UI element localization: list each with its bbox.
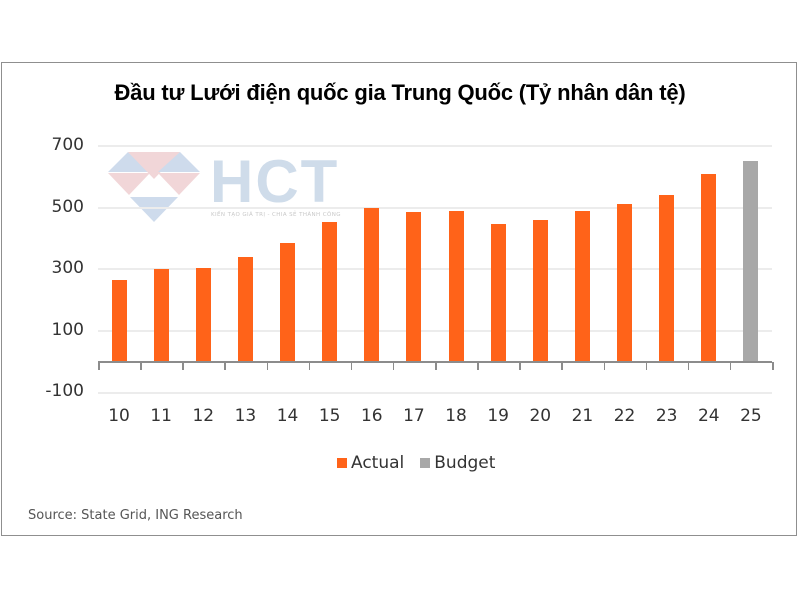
bar-actual-20 <box>532 220 548 362</box>
x-tick-label: 18 <box>445 406 467 426</box>
bar-actual-13 <box>237 257 253 362</box>
x-tick-mark <box>519 362 521 370</box>
x-tick-label: 19 <box>487 406 509 426</box>
bar-actual-14 <box>280 243 296 362</box>
bar-actual-18 <box>448 211 464 362</box>
x-axis-line <box>98 361 772 363</box>
bar-actual-12 <box>195 267 211 362</box>
bar-actual-21 <box>574 211 590 362</box>
legend: Actual Budget <box>337 453 511 473</box>
x-tick-label: 13 <box>234 406 257 426</box>
legend-swatch-budget <box>420 458 431 468</box>
bar-actual-11 <box>153 269 169 362</box>
x-tick-mark <box>687 362 690 370</box>
legend-item-actual: Actual <box>337 453 404 473</box>
x-tick-mark <box>308 362 311 370</box>
x-tick-label: 12 <box>192 406 215 426</box>
legend-swatch-actual <box>337 458 347 468</box>
gridline <box>98 330 772 332</box>
hct-logo-diamond-icon <box>108 152 200 222</box>
x-tick-label: 17 <box>403 406 425 426</box>
x-tick-mark <box>772 362 774 370</box>
chart-title: Đầu tư Lưới điện quốc gia Trung Quốc (Tỷ… <box>114 80 686 105</box>
legend-item-budget: Budget <box>420 453 495 473</box>
bar-actual-16 <box>364 208 380 362</box>
bar-budget-25 <box>743 161 759 362</box>
x-tick-mark <box>98 362 100 370</box>
watermark-brand: HCT <box>210 148 340 215</box>
legend-label: Actual <box>351 453 405 473</box>
x-tick-label: 10 <box>108 406 130 426</box>
y-tick-label: 700 <box>51 135 84 155</box>
y-tick-label: 500 <box>51 197 84 217</box>
x-tick-mark <box>224 362 226 370</box>
gridline <box>98 392 772 394</box>
x-tick-mark <box>561 362 563 370</box>
x-tick-label: 22 <box>613 406 636 426</box>
x-tick-mark <box>435 362 437 370</box>
x-tick-mark <box>729 362 732 370</box>
x-tick-mark <box>350 362 353 370</box>
x-tick-label: 16 <box>360 406 383 426</box>
x-tick-label: 14 <box>276 406 299 426</box>
gridline <box>98 207 772 209</box>
x-tick-mark <box>645 362 648 370</box>
y-tick-label: -100 <box>45 381 84 401</box>
x-tick-mark <box>182 362 184 370</box>
x-tick-label: 23 <box>655 406 678 426</box>
bar-actual-10 <box>111 280 127 362</box>
bar-actual-17 <box>406 212 422 362</box>
x-tick-label: 15 <box>318 406 341 426</box>
x-tick-label: 11 <box>150 406 172 426</box>
gridline <box>98 268 772 270</box>
x-tick-mark <box>477 362 479 370</box>
x-tick-label: 24 <box>697 406 720 426</box>
gridline <box>98 145 772 147</box>
bar-actual-22 <box>617 204 633 362</box>
legend-label: Budget <box>434 453 496 473</box>
bar-actual-23 <box>659 195 675 362</box>
x-tick-mark <box>266 362 268 370</box>
x-tick-label: 21 <box>571 406 594 426</box>
y-tick-label: 100 <box>51 320 84 340</box>
bar-actual-19 <box>490 224 506 362</box>
y-tick-label: 300 <box>51 258 84 278</box>
source-note: Source: State Grid, ING Research <box>28 508 243 523</box>
bar-actual-15 <box>322 222 338 362</box>
x-tick-label: 20 <box>529 406 552 426</box>
x-tick-label: 25 <box>740 406 762 426</box>
x-tick-mark <box>392 362 395 370</box>
watermark-tagline: KIẾN TẠO GIÁ TRỊ - CHIA SẺ THÀNH CÔNG <box>211 212 341 218</box>
x-tick-mark <box>140 362 142 370</box>
x-tick-mark <box>603 362 605 370</box>
bar-actual-24 <box>701 173 717 362</box>
